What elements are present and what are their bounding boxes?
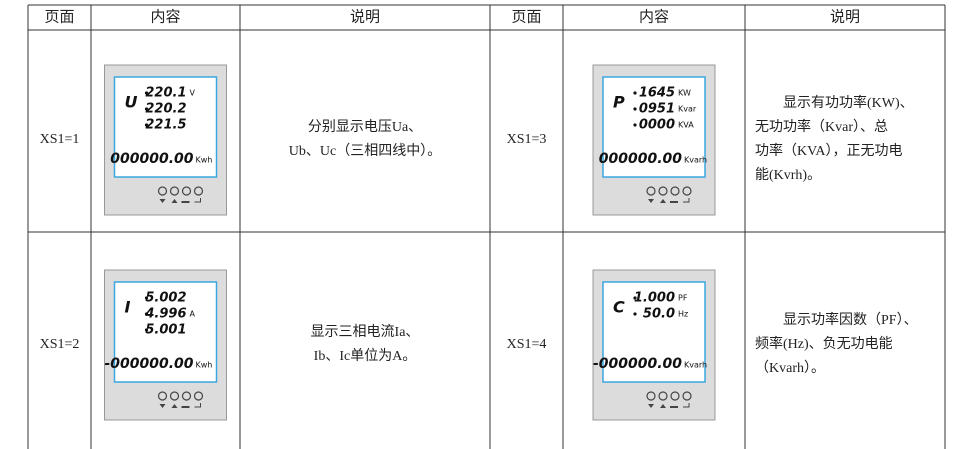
page-id: XS1=3: [507, 132, 547, 147]
header-cell: 说明: [350, 8, 380, 25]
meter-reading: 1645: [639, 86, 675, 101]
button-arrow: [648, 404, 666, 408]
reading-unit: Hz: [678, 310, 688, 319]
header-cell: 内容: [150, 8, 180, 25]
meter-reading: 5.002: [145, 291, 186, 306]
button-arrow: [159, 199, 178, 203]
energy-unit: Kvarh: [684, 156, 707, 165]
lcd-screen: [113, 76, 218, 178]
reading-unit: Kvar: [678, 105, 697, 114]
page-id: XS1=4: [507, 337, 547, 352]
meter-button: [670, 391, 680, 401]
energy-unit: Kwh: [196, 156, 213, 165]
phase-marker: [633, 107, 637, 111]
header-cell: 页面: [511, 9, 541, 25]
lcd-screen: [602, 281, 706, 383]
description-line: 显示三相电流Ia、: [311, 324, 420, 340]
button-mark: [670, 406, 678, 408]
meter-reading: 5.001: [145, 323, 186, 338]
lcd-screen: [602, 76, 706, 178]
meter-button: [682, 391, 692, 401]
description-line: 频率(Hz)、负无功电能: [755, 335, 893, 352]
phase-marker: [633, 123, 637, 127]
header-cell: 页面: [44, 9, 74, 25]
meter-reading: 50.0: [643, 307, 675, 322]
meter-reading: 221.5: [145, 118, 186, 133]
meter-energy: 000000.00: [599, 151, 683, 167]
header-cell: 说明: [830, 8, 860, 25]
meter-button: [157, 391, 168, 401]
description-line: （Kvarh）。: [755, 360, 825, 376]
meter-button: [646, 391, 656, 401]
phase-marker: [144, 123, 149, 127]
meter-button: [169, 186, 180, 196]
meter-reading: 4.996: [144, 307, 186, 322]
meter-reading: 1.000: [634, 291, 675, 306]
reading-unit: PF: [678, 294, 688, 303]
description-line: Ib、Ic单位为A。: [314, 348, 417, 364]
meter-energy: 000000.00: [110, 151, 194, 167]
description-line: 显示功率因数（PF）、: [783, 311, 918, 328]
phase-marker: [144, 312, 149, 316]
button-mark: [181, 201, 190, 203]
meter-button: [181, 391, 192, 401]
meter-symbol: P: [613, 93, 625, 112]
phase-marker: [144, 91, 149, 95]
header-cell: 内容: [639, 8, 669, 25]
meter-reading: 0951: [639, 102, 675, 117]
description-line: 显示有功功率(KW)、: [783, 94, 914, 111]
meter-button: [658, 186, 668, 196]
phase-marker: [633, 312, 637, 316]
meter-button: [658, 391, 668, 401]
lcd-screen: [113, 281, 218, 383]
meter-button: [670, 186, 680, 196]
description-line: 能(Kvrh)。: [755, 167, 821, 183]
button-arrow: [159, 404, 178, 408]
phase-marker: [144, 328, 149, 332]
button-mark: [670, 201, 678, 203]
button-mark: [194, 403, 201, 408]
button-mark: [181, 406, 190, 408]
page-id: XS1=1: [40, 132, 80, 147]
reading-unit: V: [190, 89, 196, 98]
phase-marker: [144, 107, 149, 111]
button-mark: [683, 403, 690, 408]
meter-button: [157, 186, 168, 196]
reading-unit: KW: [678, 89, 691, 98]
meter-symbol: U: [125, 93, 138, 112]
meter-button: [193, 186, 204, 196]
meter-symbol: I: [125, 298, 131, 317]
reading-unit: A: [190, 310, 196, 319]
phase-marker: [633, 296, 637, 300]
button-arrow: [648, 199, 666, 203]
button-mark: [683, 198, 690, 203]
phase-marker: [633, 91, 637, 95]
page-id: XS1=2: [40, 337, 80, 352]
meter-button: [646, 186, 656, 196]
description-line: 分别显示电压Ua、: [308, 119, 422, 135]
energy-unit: Kwh: [196, 361, 213, 370]
meter-button: [193, 391, 204, 401]
description-line: Ub、Uc（三相四线中）。: [289, 143, 441, 159]
meter-button: [169, 391, 180, 401]
meter-energy: -000000.00: [593, 356, 682, 372]
energy-unit: Kvarh: [684, 361, 707, 370]
meter-energy: -000000.00: [104, 356, 193, 372]
phase-marker: [144, 296, 149, 300]
meter-button: [181, 186, 192, 196]
meter-symbol: C: [613, 298, 625, 317]
description-line: 无功功率（Kvar）、总: [755, 118, 888, 135]
description-line: 功率（KVA），正无功电: [755, 142, 903, 159]
meter-button: [682, 186, 692, 196]
meter-reading: 220.1: [145, 86, 186, 101]
button-mark: [194, 198, 201, 203]
meter-reading: 220.2: [145, 102, 186, 117]
meter-reading: 0000: [639, 118, 675, 133]
reading-unit: KVA: [678, 121, 694, 130]
